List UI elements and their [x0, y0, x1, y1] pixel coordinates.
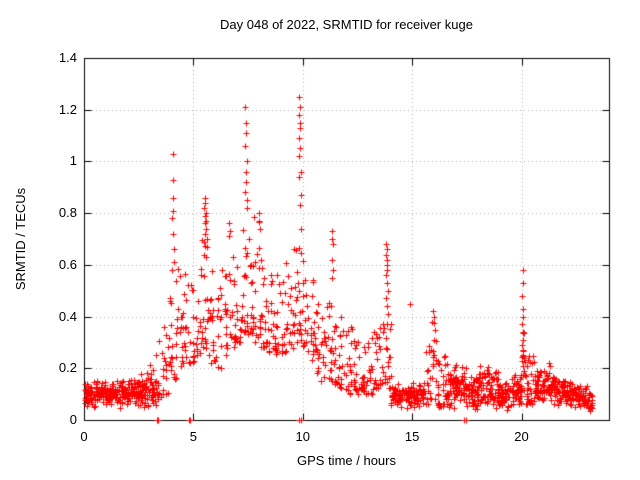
- y-tick-label: 0.2: [58, 360, 77, 376]
- y-tick-label: 0.8: [58, 205, 77, 221]
- y-tick-label: 0.6: [58, 256, 77, 272]
- x-tick-label: 20: [514, 429, 529, 444]
- y-tick-label: 0.4: [58, 308, 77, 324]
- x-tick-label: 10: [295, 429, 310, 444]
- y-tick-label: 1.2: [58, 101, 77, 117]
- y-tick-label: 0: [69, 412, 77, 427]
- chart-title: Day 048 of 2022, SRMTID for receiver kug…: [220, 17, 473, 32]
- x-tick-label: 15: [404, 429, 420, 444]
- x-tick-label: 0: [80, 429, 88, 444]
- y-tick-label: 1.4: [58, 50, 77, 65]
- x-axis-title: GPS time / hours: [297, 453, 396, 468]
- y-tick-label: 1: [69, 153, 77, 169]
- x-tick-label: 5: [189, 429, 197, 444]
